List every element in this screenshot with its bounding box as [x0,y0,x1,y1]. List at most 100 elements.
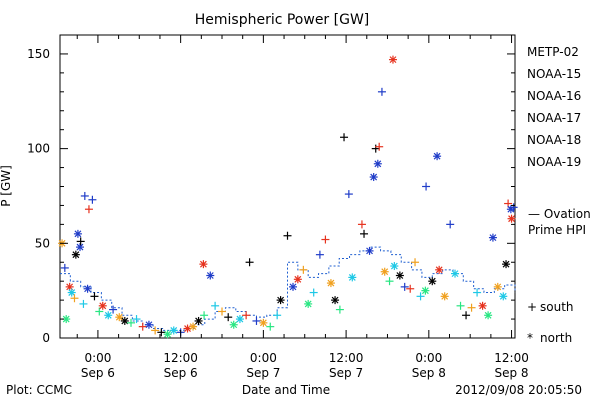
x-tick-date: Sep 6 [164,366,198,380]
north-point [493,282,502,291]
y-tick-label: 0 [42,331,50,345]
north-point [433,152,442,161]
ovation-hpi-path [60,246,516,331]
north-point [194,316,203,325]
north-point [348,273,357,282]
south-point [411,258,420,267]
south-point [377,87,386,96]
x-tick-time: 12:00 [163,351,198,365]
north-point [71,250,80,259]
north-point [62,315,71,324]
south-point [218,307,227,316]
plot-area [58,34,518,339]
north-point [478,301,487,310]
south-point [446,220,455,229]
south-point [344,190,353,199]
y-axis: 0 50 100 150 [27,47,515,345]
south-point [95,307,104,316]
legend-item-noaa-17: NOAA-17 [527,111,581,125]
south-point [321,235,330,244]
y-tick-label: 50 [35,236,50,250]
legend-item-noaa-19: NOAA-19 [527,155,581,169]
north-point [326,279,335,288]
x-tick-date: Sep 6 [81,366,115,380]
north-point [293,275,302,284]
south-point [406,284,415,293]
north-point [388,55,397,64]
south-marker-symbol: + [527,300,537,314]
south-point [315,250,324,259]
y-axis-label: P [GW] [0,165,13,207]
x-axis-label: Date and Time [242,383,330,397]
north-point [428,277,437,286]
north-point [331,296,340,305]
south-point [335,305,344,314]
south-point [211,301,220,310]
north-point [421,286,430,295]
x-tick-time: 0:00 [84,351,111,365]
x-tick-time: 0:00 [415,351,442,365]
south-point [138,322,147,331]
ovation-legend-line2: Prime HPI [528,223,586,237]
north-point [488,233,497,242]
north-point [75,243,84,252]
north-point [183,324,192,333]
north-point [163,330,172,339]
south-point [400,282,409,291]
south-point [467,303,476,312]
south-point [79,299,88,308]
south-point [151,326,160,335]
south-point [273,311,282,320]
x-tick-time: 0:00 [250,351,277,365]
north-point [373,159,382,168]
south-point [375,142,384,151]
south-point [224,313,233,322]
south-point [266,322,275,331]
north-point [115,313,124,322]
north-point [484,311,493,320]
south-point [245,258,254,267]
south-point [283,231,292,240]
north-point [380,267,389,276]
ovation-hpi-line [60,246,516,331]
south-point [416,292,425,301]
data-points [58,55,518,339]
north-point [507,214,516,223]
north-point [83,284,92,293]
north-point [120,316,129,325]
south-point [70,294,79,303]
north-point [440,292,449,301]
north-point [289,282,298,291]
south-point [422,182,431,191]
north-point [67,288,76,297]
north-point [169,326,178,335]
south-point [299,265,308,274]
north-point [435,265,444,274]
north-point [189,322,198,331]
south-point [357,220,366,229]
x-tick-date: Sep 7 [246,366,280,380]
south-point [88,195,97,204]
south-point [80,191,89,200]
ovation-legend-line1: — Ovation [528,207,591,221]
south-point [76,237,85,246]
north-point [499,292,508,301]
chart-title: Hemispheric Power [GW] [195,12,370,28]
south-point [509,203,518,212]
north-point [365,246,374,255]
north-marker-label: north [540,331,572,345]
north-point [451,269,460,278]
south-point [360,229,369,238]
north-point [259,318,268,327]
north-marker-symbol: * [527,331,533,345]
legend-item-noaa-15: NOAA-15 [527,67,581,81]
x-tick-date: Sep 8 [412,366,446,380]
north-point [235,315,244,324]
south-point [462,311,471,320]
south-point [109,305,118,314]
north-point [229,320,238,329]
north-point [104,311,113,320]
legend-item-noaa-18: NOAA-18 [527,133,581,147]
footer-timestamp: 2012/09/08 20:05:50 [455,383,582,397]
